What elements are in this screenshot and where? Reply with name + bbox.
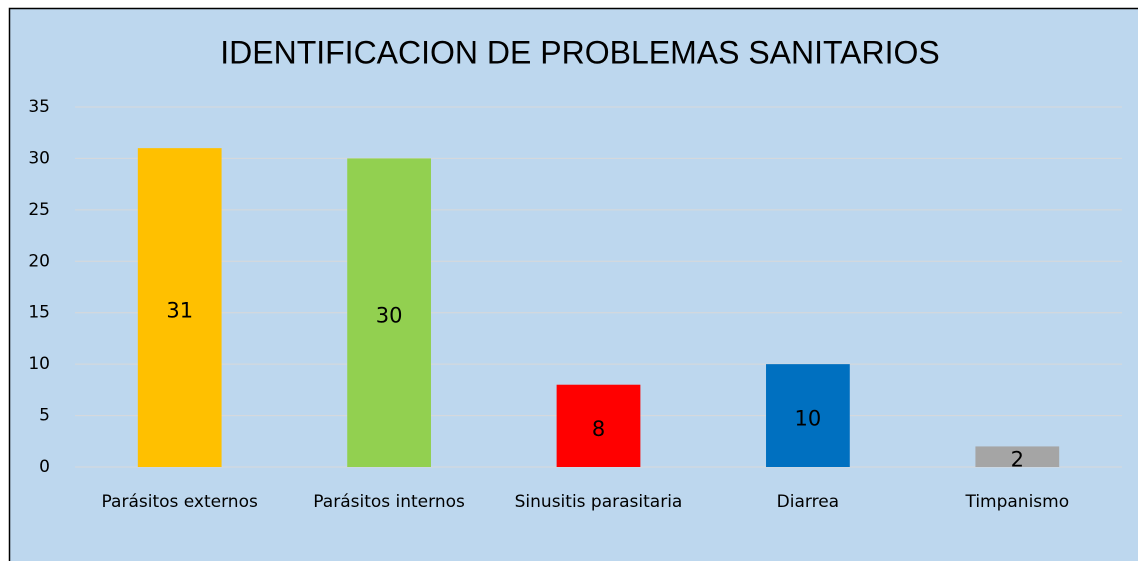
y-tick-label: 10 <box>28 354 50 374</box>
data-label: 8 <box>592 417 605 441</box>
x-tick-label: Sinusitis parasitaria <box>514 492 683 512</box>
x-tick-label: Timpanismo <box>965 492 1070 512</box>
data-label: 31 <box>166 299 193 323</box>
x-tick-label: Parásitos internos <box>313 492 465 512</box>
data-label: 30 <box>376 304 403 328</box>
chart-title: IDENTIFICACION DE PROBLEMAS SANITARIOS <box>220 34 940 70</box>
y-tick-label: 5 <box>39 406 50 426</box>
data-label: 2 <box>1011 448 1024 472</box>
x-tick-label: Parásitos externos <box>101 492 258 512</box>
bar <box>975 446 1060 467</box>
y-tick-label: 20 <box>28 251 50 271</box>
y-tick-label: 15 <box>28 303 50 323</box>
data-label: 10 <box>795 407 822 431</box>
bar <box>556 384 641 467</box>
y-tick-label: 0 <box>39 457 50 477</box>
x-tick-label: Diarrea <box>776 492 840 512</box>
bar <box>766 364 850 467</box>
y-tick-label: 25 <box>28 200 50 220</box>
bar <box>347 158 431 467</box>
y-tick-label: 30 <box>28 148 50 168</box>
y-tick-label: 35 <box>28 97 50 117</box>
bar <box>137 148 222 467</box>
